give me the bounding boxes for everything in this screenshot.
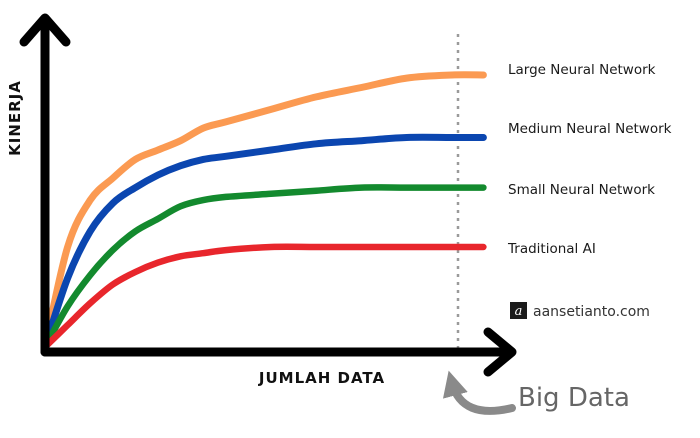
big-data-curved-arrow	[442, 370, 516, 415]
y-axis-arrowhead	[19, 13, 71, 47]
watermark-text: aansetianto.com	[533, 304, 650, 320]
y-axis-label: KINERJA	[6, 80, 24, 156]
watermark-logo-icon	[510, 302, 527, 319]
series-line-small-nn	[41, 184, 487, 351]
x-axis-arrowhead	[483, 327, 517, 377]
series-lines	[41, 71, 487, 351]
watermark: a aansetianto.com	[510, 302, 650, 320]
series-label-large-nn: Large Neural Network	[508, 62, 656, 78]
series-line-medium-nn	[41, 133, 487, 351]
series-line-large-nn	[41, 71, 487, 351]
x-axis-label: JUMLAH DATA	[258, 369, 385, 387]
series-line-traditional-ai	[41, 243, 487, 351]
series-label-traditional-ai: Traditional AI	[507, 241, 596, 257]
big-data-label: Big Data	[518, 383, 630, 413]
series-labels: Large Neural Network Medium Neural Netwo…	[507, 62, 672, 257]
watermark-logo-glyph: a	[515, 304, 523, 319]
series-label-medium-nn: Medium Neural Network	[508, 121, 672, 137]
series-label-small-nn: Small Neural Network	[508, 182, 655, 198]
axes	[19, 13, 517, 377]
